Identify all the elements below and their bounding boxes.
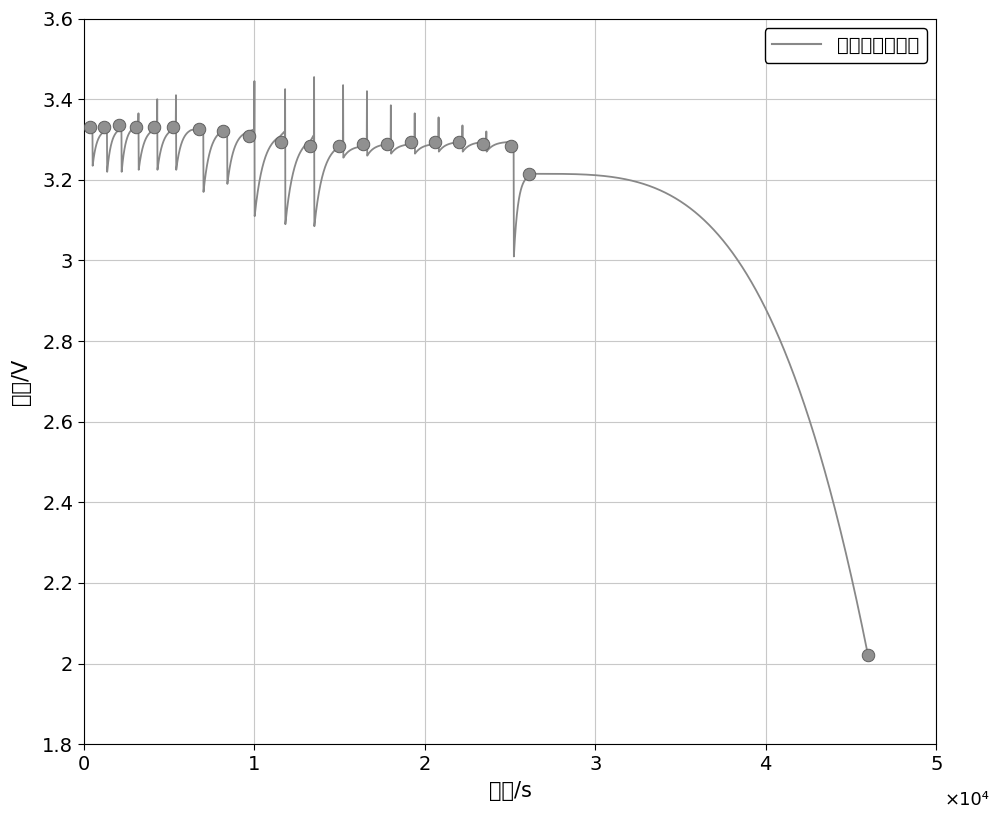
Legend: 端电压变化曲线: 端电压变化曲线	[765, 28, 927, 63]
Text: ×10⁴: ×10⁴	[945, 791, 990, 809]
X-axis label: 时间/s: 时间/s	[489, 781, 531, 800]
Y-axis label: 电压/V: 电压/V	[11, 358, 31, 405]
